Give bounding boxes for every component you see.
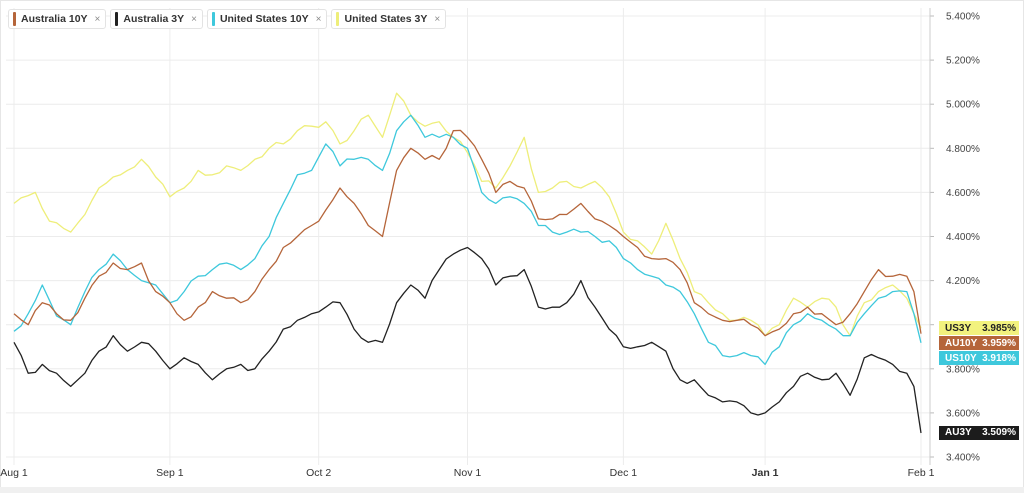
x-tick-label: Jan 1	[752, 467, 779, 479]
x-tick-label: Dec 1	[610, 467, 638, 479]
value-badge-us10y: US10Y 3.918%	[939, 351, 1019, 365]
series-lines	[13, 92, 922, 434]
y-tick-label: 4.600%	[946, 188, 980, 199]
legend-label: United States 3Y	[344, 13, 428, 25]
series-line-united-states-10y[interactable]	[13, 114, 922, 366]
badge-last-value: 3.985%	[982, 322, 1016, 334]
y-tick-label: 5.000%	[946, 100, 980, 111]
value-badge-us3y: US3Y 3.985%	[939, 321, 1019, 335]
y-axis-ticks: 5.400% 5.200% 5.000% 4.800% 4.600% 4.400% 4.20…	[929, 8, 980, 465]
legend-label: Australia 10Y	[21, 13, 88, 25]
close-icon[interactable]: ×	[315, 13, 322, 25]
y-tick-label: 3.600%	[946, 408, 980, 419]
legend: Australia 10Y × Australia 3Y × United St…	[8, 9, 447, 29]
y-tick-label: 4.400%	[946, 232, 980, 243]
y-tick-label: 5.200%	[946, 56, 980, 67]
x-tick-label: Aug 1	[0, 467, 28, 479]
legend-swatch	[115, 12, 119, 26]
legend-swatch	[211, 12, 215, 26]
y-tick-label: 3.800%	[946, 364, 980, 375]
legend-item-united-states-3y[interactable]: United States 3Y ×	[331, 9, 447, 29]
legend-swatch	[13, 12, 16, 26]
value-badge-au10y: AU10Y 3.959%	[939, 336, 1019, 350]
badge-series-name: US10Y	[945, 352, 977, 364]
close-icon[interactable]: ×	[434, 13, 441, 25]
series-line-australia-3y[interactable]	[13, 246, 922, 434]
legend-item-australia-10y[interactable]: Australia 10Y ×	[8, 9, 107, 29]
badge-series-name: AU10Y	[945, 337, 978, 349]
y-tick-label: 3.400%	[946, 453, 980, 464]
close-icon[interactable]: ×	[191, 13, 197, 25]
legend-swatch	[336, 12, 340, 26]
badge-last-value: 3.509%	[982, 427, 1016, 439]
grid-lines	[6, 8, 930, 465]
y-tick-label: 5.400%	[946, 12, 980, 23]
badge-last-value: 3.959%	[982, 337, 1016, 349]
x-tick-label: Sep 1	[156, 467, 184, 479]
horizontal-scrollbar[interactable]	[0, 487, 1024, 493]
legend-item-united-states-10y[interactable]: United States 10Y ×	[206, 9, 328, 29]
y-tick-label: 4.200%	[946, 276, 980, 287]
value-badge-au3y: AU3Y 3.509%	[939, 425, 1019, 440]
close-icon[interactable]: ×	[94, 13, 101, 25]
series-line-australia-10y[interactable]	[13, 129, 922, 337]
series-line-united-states-3y[interactable]	[13, 92, 922, 337]
x-axis-ticks: Aug 1 Sep 1 Oct 2 Nov 1 Dec 1 Jan 1 Feb 1	[0, 467, 934, 479]
x-tick-label: Oct 2	[306, 467, 331, 479]
x-tick-label: Nov 1	[454, 467, 482, 479]
legend-label: United States 10Y	[219, 13, 309, 25]
legend-item-australia-3y[interactable]: Australia 3Y ×	[110, 9, 203, 29]
y-tick-label: 4.800%	[946, 144, 980, 155]
badge-series-name: US3Y	[945, 322, 972, 334]
badge-last-value: 3.918%	[982, 352, 1016, 364]
badge-series-name: AU3Y	[945, 427, 972, 439]
x-tick-label: Feb 1	[908, 467, 935, 479]
legend-label: Australia 3Y	[123, 13, 185, 25]
